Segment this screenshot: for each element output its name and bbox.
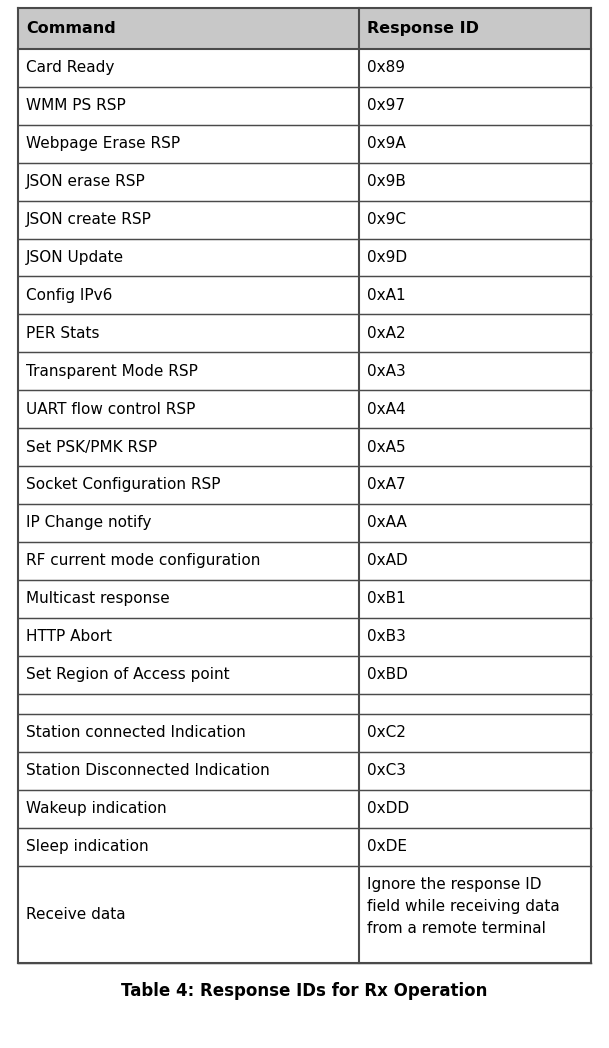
Text: HTTP Abort: HTTP Abort bbox=[26, 629, 112, 645]
Text: Set Region of Access point: Set Region of Access point bbox=[26, 668, 230, 682]
Bar bbox=[18, 200, 591, 239]
Text: Webpage Erase RSP: Webpage Erase RSP bbox=[26, 136, 180, 151]
Text: 0xDD: 0xDD bbox=[367, 802, 409, 816]
Text: Card Ready: Card Ready bbox=[26, 61, 114, 75]
Text: Set PSK/PMK RSP: Set PSK/PMK RSP bbox=[26, 439, 157, 455]
Bar bbox=[18, 828, 591, 866]
Text: Receive data: Receive data bbox=[26, 907, 125, 922]
Bar bbox=[18, 314, 591, 352]
Bar bbox=[18, 390, 591, 429]
Bar bbox=[18, 277, 591, 314]
Text: 0xC3: 0xC3 bbox=[367, 763, 406, 779]
Bar bbox=[18, 580, 591, 617]
Text: 0xBD: 0xBD bbox=[367, 668, 408, 682]
Bar bbox=[18, 239, 591, 277]
Text: 0xA5: 0xA5 bbox=[367, 439, 406, 455]
Bar bbox=[18, 542, 591, 580]
Text: 0xAD: 0xAD bbox=[367, 553, 407, 568]
Text: 0x9A: 0x9A bbox=[367, 136, 406, 151]
Text: 0xAA: 0xAA bbox=[367, 516, 407, 530]
Text: Station Disconnected Indication: Station Disconnected Indication bbox=[26, 763, 270, 779]
Bar bbox=[18, 49, 591, 87]
Text: JSON Update: JSON Update bbox=[26, 250, 124, 265]
Text: Station connected Indication: Station connected Indication bbox=[26, 725, 246, 741]
Text: Ignore the response ID
field while receiving data
from a remote terminal: Ignore the response ID field while recei… bbox=[367, 877, 560, 936]
Text: JSON create RSP: JSON create RSP bbox=[26, 212, 152, 227]
Bar bbox=[18, 352, 591, 390]
Bar bbox=[18, 751, 591, 790]
Bar bbox=[18, 466, 591, 504]
Text: Transparent Mode RSP: Transparent Mode RSP bbox=[26, 364, 198, 378]
Text: RF current mode configuration: RF current mode configuration bbox=[26, 553, 261, 568]
Text: 0xA7: 0xA7 bbox=[367, 478, 406, 493]
Text: 0x9D: 0x9D bbox=[367, 250, 407, 265]
Text: IP Change notify: IP Change notify bbox=[26, 516, 152, 530]
Bar bbox=[18, 714, 591, 751]
Bar bbox=[18, 504, 591, 542]
Text: Sleep indication: Sleep indication bbox=[26, 839, 149, 854]
Text: PER Stats: PER Stats bbox=[26, 326, 99, 341]
Text: Multicast response: Multicast response bbox=[26, 591, 170, 606]
Text: Socket Configuration RSP: Socket Configuration RSP bbox=[26, 478, 220, 493]
Text: Config IPv6: Config IPv6 bbox=[26, 288, 113, 303]
Text: 0xC2: 0xC2 bbox=[367, 725, 406, 741]
Text: 0x89: 0x89 bbox=[367, 61, 405, 75]
Bar bbox=[18, 429, 591, 466]
Bar bbox=[18, 162, 591, 200]
Text: UART flow control RSP: UART flow control RSP bbox=[26, 401, 195, 417]
Text: 0xA3: 0xA3 bbox=[367, 364, 406, 378]
Text: Table 4: Response IDs for Rx Operation: Table 4: Response IDs for Rx Operation bbox=[121, 982, 488, 1000]
Bar bbox=[18, 125, 591, 162]
Text: 0xB3: 0xB3 bbox=[367, 629, 406, 645]
Bar bbox=[18, 617, 591, 656]
Bar bbox=[18, 8, 591, 49]
Text: WMM PS RSP: WMM PS RSP bbox=[26, 99, 125, 113]
Text: Wakeup indication: Wakeup indication bbox=[26, 802, 167, 816]
Bar bbox=[18, 87, 591, 125]
Text: Command: Command bbox=[26, 21, 116, 36]
Text: 0x97: 0x97 bbox=[367, 99, 405, 113]
Text: 0x9C: 0x9C bbox=[367, 212, 406, 227]
Text: JSON erase RSP: JSON erase RSP bbox=[26, 174, 146, 190]
Text: 0xA1: 0xA1 bbox=[367, 288, 406, 303]
Bar bbox=[18, 694, 591, 714]
Text: 0xDE: 0xDE bbox=[367, 839, 407, 854]
Text: 0xA4: 0xA4 bbox=[367, 401, 406, 417]
Text: Response ID: Response ID bbox=[367, 21, 479, 36]
Bar bbox=[18, 656, 591, 694]
Bar bbox=[18, 790, 591, 828]
Bar bbox=[18, 866, 591, 963]
Text: 0x9B: 0x9B bbox=[367, 174, 406, 190]
Text: 0xB1: 0xB1 bbox=[367, 591, 406, 606]
Text: 0xA2: 0xA2 bbox=[367, 326, 406, 341]
